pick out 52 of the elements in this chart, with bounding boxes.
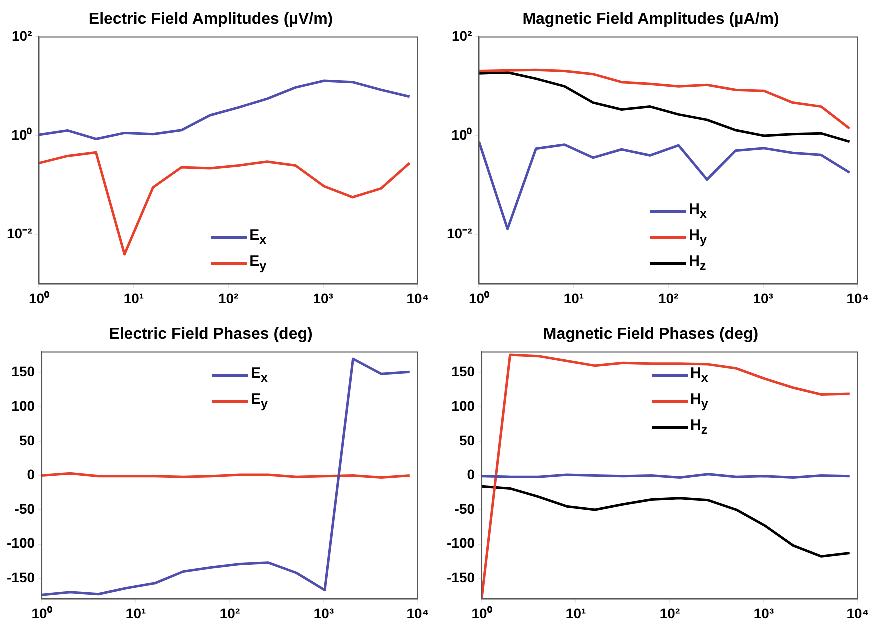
y-tick-label: -150 — [446, 569, 476, 586]
chart-title: Magnetic Field Amplitudes (µA/m) — [522, 11, 780, 28]
y-tick-label: 150 — [452, 364, 476, 380]
x-tick-label: 10⁰ — [32, 605, 52, 622]
y-tick-label: 100 — [12, 398, 36, 414]
legend-label: H$_{x}$ — [690, 365, 708, 386]
y-tick-label: -150 — [6, 569, 36, 586]
legend-label: H$_{y}$ — [690, 391, 708, 412]
x-tick-label: 10⁴ — [846, 605, 870, 622]
y-tick-label: 50 — [459, 432, 476, 448]
y-tick-label: 10⁻² — [447, 226, 473, 242]
y-tick-label: 100 — [452, 398, 476, 414]
chart-title: Magnetic Field Phases (deg) — [543, 326, 759, 344]
x-tick-label: 10³ — [313, 290, 334, 306]
y-tick-label: 10⁻² — [7, 226, 33, 242]
chart-title: Electric Field Phases (deg) — [109, 326, 313, 344]
y-tick-label: 10⁰ — [12, 126, 32, 143]
chart-title: Electric Field Amplitudes (µV/m) — [88, 11, 334, 28]
x-tick-label: 10⁴ — [406, 290, 430, 306]
x-tick-label: 10³ — [753, 290, 774, 306]
legend-label: H$_{x}$ — [689, 201, 707, 222]
y-tick-label: 10² — [452, 28, 473, 44]
x-tick-label: 10² — [660, 605, 680, 622]
legend-label: H$_{z}$ — [689, 253, 706, 274]
x-tick-label: 10⁴ — [846, 290, 870, 306]
x-tick-label: 10¹ — [564, 290, 584, 306]
x-tick-label: 10¹ — [566, 605, 586, 622]
x-tick-label: 10³ — [314, 605, 334, 622]
legend-label: E$_{x}$ — [250, 227, 267, 248]
y-tick-label: 10² — [12, 28, 33, 44]
legend-label: E$_{y}$ — [250, 253, 267, 274]
y-tick-label: -50 — [454, 500, 476, 517]
x-tick-label: 10⁰ — [472, 605, 492, 622]
legend-label: H$_{z}$ — [690, 417, 708, 438]
legend-label: E$_{x}$ — [251, 365, 268, 386]
legend-label: H$_{y}$ — [689, 227, 707, 248]
x-tick-label: 10² — [218, 290, 240, 306]
x-tick-label: 10² — [658, 290, 680, 306]
y-tick-label: 10⁰ — [452, 126, 472, 143]
x-tick-label: 10⁴ — [406, 605, 430, 622]
y-tick-label: 0 — [467, 466, 476, 483]
y-tick-label: 50 — [19, 432, 36, 448]
x-tick-label: 10¹ — [126, 605, 146, 622]
y-tick-label: 0 — [27, 466, 36, 483]
y-tick-label: 150 — [12, 364, 36, 380]
x-tick-label: 10² — [220, 605, 240, 622]
y-tick-label: -100 — [6, 535, 36, 552]
y-tick-label: -50 — [14, 500, 36, 517]
x-tick-label: 10¹ — [124, 290, 144, 306]
x-tick-label: 10³ — [754, 605, 774, 622]
y-tick-label: -100 — [446, 535, 476, 552]
legend-label: E$_{y}$ — [251, 391, 268, 412]
